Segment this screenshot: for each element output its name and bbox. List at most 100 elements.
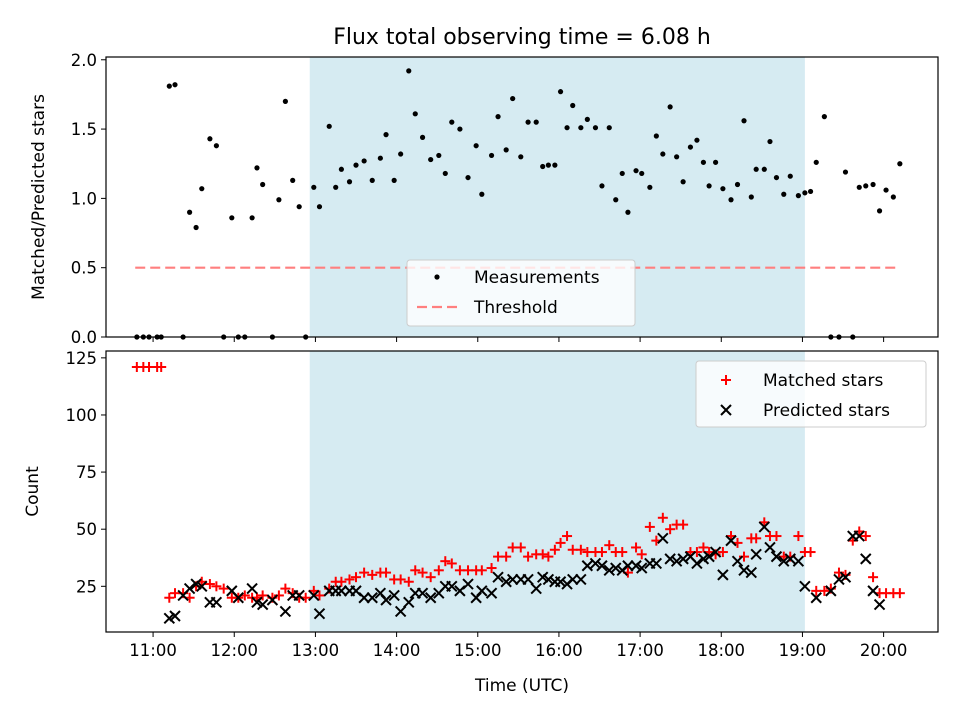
x-axis-label: Time (UTC) bbox=[474, 676, 569, 696]
predicted-star-point-b bbox=[630, 560, 642, 572]
predicted-star-point bbox=[622, 560, 634, 572]
measurement-point bbox=[700, 159, 707, 165]
predicted-star-point-b bbox=[536, 571, 549, 583]
measurement-point bbox=[680, 179, 686, 185]
predicted-star-point bbox=[825, 585, 837, 597]
predicted-star-point-b bbox=[530, 582, 542, 595]
predicted-star-point bbox=[394, 605, 407, 618]
predicted-star-point-b bbox=[416, 587, 429, 599]
bottom-panel: 25 50 75 100 125 11:00 12:00 13:00 14:00 15:00 16… bbox=[23, 349, 939, 696]
matched-star-point bbox=[410, 565, 421, 576]
x-tick-label: 11:00 bbox=[129, 641, 177, 660]
predicted-star-point bbox=[860, 553, 872, 565]
predicted-star-point-b bbox=[677, 553, 689, 565]
measurement-point bbox=[694, 137, 700, 143]
predicted-star-point bbox=[764, 541, 776, 554]
predicted-star-point-b bbox=[226, 585, 238, 597]
predicted-star-point-b bbox=[506, 573, 519, 586]
predicted-star-point-b bbox=[778, 555, 790, 567]
matched-star-point bbox=[698, 542, 709, 553]
measurement-point bbox=[207, 136, 213, 142]
predicted-star-point-b bbox=[650, 557, 663, 570]
predicted-star-point-b bbox=[403, 596, 415, 609]
matched-star-point bbox=[537, 549, 548, 560]
predicted-star-point-b bbox=[725, 534, 737, 547]
predicted-star-point bbox=[589, 557, 602, 570]
matched-star-point bbox=[156, 361, 167, 372]
predicted-star-point-b bbox=[764, 541, 776, 554]
predicted-star-point-b bbox=[810, 592, 822, 604]
predicted-star-point bbox=[758, 521, 771, 533]
matched-star-point bbox=[523, 551, 534, 562]
measurement-point bbox=[570, 102, 576, 109]
x-tick-label: 15:00 bbox=[454, 641, 502, 660]
top-y-tick-label: 0.5 bbox=[71, 259, 97, 278]
predicted-star-point bbox=[691, 557, 703, 570]
matched-star-point bbox=[486, 563, 497, 574]
matched-star-point bbox=[395, 574, 406, 585]
x-tick-label: 14:00 bbox=[373, 641, 421, 660]
measurement-point bbox=[660, 151, 666, 157]
predicted-star-point-b bbox=[256, 598, 269, 611]
predicted-star-point bbox=[799, 580, 811, 593]
measurement-point bbox=[377, 155, 383, 161]
matched-star-point bbox=[793, 531, 804, 542]
bottom-y-ticks: 25 50 75 100 125 bbox=[66, 349, 106, 596]
predicted-star-point bbox=[738, 564, 750, 577]
measurement-point bbox=[706, 183, 712, 189]
measurements-points bbox=[134, 68, 903, 340]
matched-star-point bbox=[771, 531, 782, 542]
measurement-point bbox=[606, 125, 612, 131]
predicted-star-point bbox=[380, 594, 392, 606]
predicted-star-point bbox=[196, 580, 208, 593]
predicted-star-point bbox=[770, 550, 783, 563]
measurement-point bbox=[419, 134, 426, 140]
predicted-star-point-b bbox=[833, 573, 845, 586]
predicted-star-point-b bbox=[350, 585, 362, 597]
predicted-star-point bbox=[506, 573, 519, 586]
predicted-star-point-b bbox=[246, 582, 258, 595]
predicted-star-point bbox=[335, 585, 348, 597]
matched-star-point bbox=[204, 579, 215, 590]
measurement-point bbox=[787, 173, 793, 179]
predicted-star-point bbox=[581, 560, 594, 572]
predicted-star-point-b bbox=[703, 550, 715, 563]
measurement-point bbox=[166, 83, 172, 89]
measurement-point bbox=[781, 191, 787, 197]
measurement-point bbox=[333, 184, 339, 190]
predicted-star-point-b bbox=[446, 580, 458, 593]
measurement-point bbox=[369, 177, 375, 183]
measurement-point bbox=[316, 204, 323, 210]
predicted-star-point bbox=[745, 566, 758, 579]
matched-star-point bbox=[678, 519, 689, 530]
predicted-star-point bbox=[750, 548, 762, 561]
measurement-point bbox=[473, 143, 479, 149]
measurement-point bbox=[821, 114, 827, 120]
predicted-star-point bbox=[839, 571, 852, 583]
bottom-y-tick-label: 125 bbox=[66, 349, 98, 368]
matched-star-point bbox=[868, 572, 879, 583]
matched-star-point bbox=[211, 581, 222, 592]
measurement-point bbox=[282, 98, 288, 104]
measurement-point bbox=[518, 154, 524, 160]
predicted-star-point-b bbox=[542, 573, 555, 586]
matched-star-point bbox=[543, 551, 554, 562]
predicted-star-point-b bbox=[657, 532, 669, 545]
measurement-point bbox=[625, 209, 631, 215]
measurement-point bbox=[510, 95, 516, 102]
measurement-point bbox=[398, 151, 404, 157]
predicted-star-point-b bbox=[860, 553, 872, 565]
predicted-star-point bbox=[366, 592, 378, 604]
measurement-point bbox=[533, 119, 539, 125]
matched-star-point bbox=[440, 556, 451, 567]
measurement-point bbox=[748, 194, 754, 200]
measurement-point bbox=[495, 114, 501, 120]
measurement-point bbox=[807, 188, 814, 195]
measurement-point bbox=[584, 116, 590, 122]
predicted-star-point bbox=[636, 562, 648, 574]
measurement-point bbox=[545, 162, 551, 168]
measurement-point bbox=[353, 162, 359, 168]
matched-star-point bbox=[751, 533, 762, 544]
predicted-star-point-b bbox=[622, 560, 634, 572]
matched-star-point bbox=[665, 524, 676, 535]
